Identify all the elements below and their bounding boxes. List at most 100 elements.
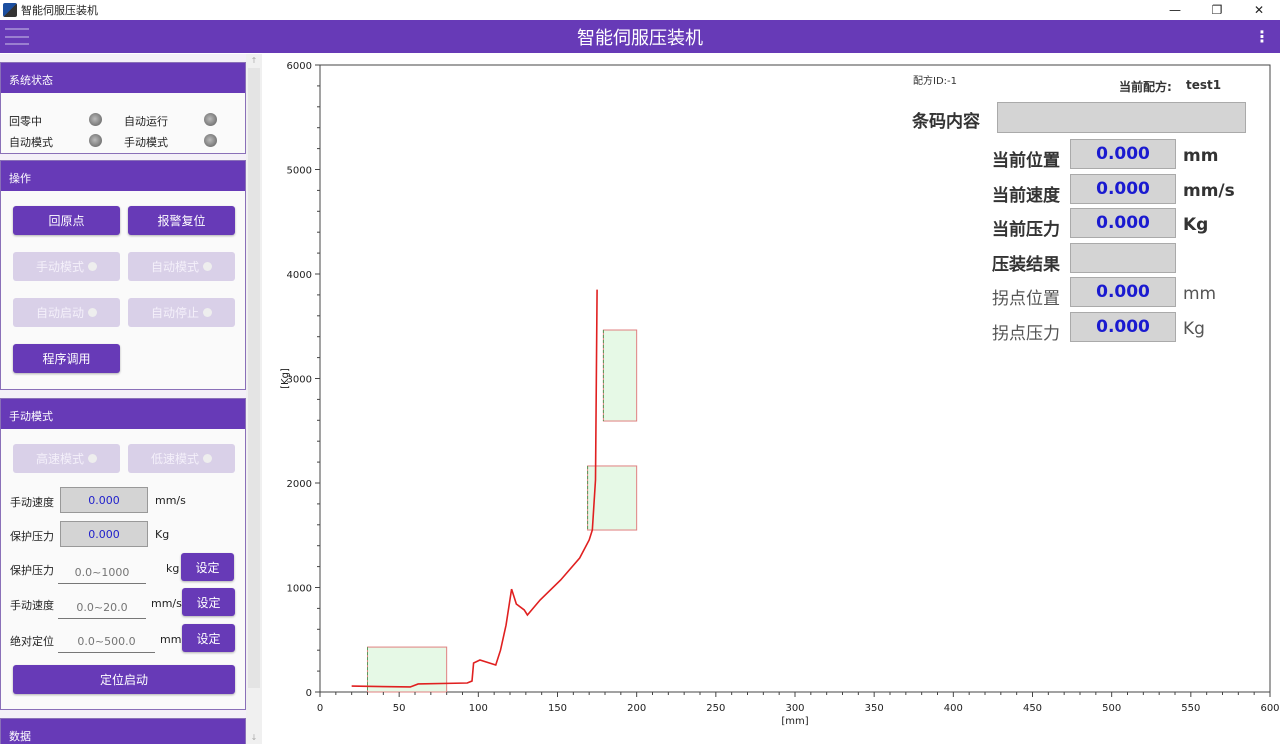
menu-icon[interactable] — [5, 28, 29, 45]
status-label: 手动模式 — [124, 136, 168, 149]
set-label: 保护压力 — [10, 564, 54, 577]
y-axis-label: [Kg] — [280, 368, 291, 389]
position-start-button[interactable]: 定位启动 — [13, 665, 235, 694]
set-label: 手动速度 — [10, 599, 54, 612]
info-label: 拐点位置 — [992, 289, 1060, 310]
sidebar-scrollbar[interactable]: ↑ ↓ — [246, 54, 262, 744]
x-tick-label: 350 — [865, 703, 884, 714]
set-manual-speed-button[interactable]: 设定 — [182, 588, 235, 616]
info-unit: Kg — [1183, 215, 1209, 236]
status-led-icon — [89, 113, 102, 126]
info-value: 0.000 — [1070, 139, 1176, 169]
group-title: 数据 — [1, 719, 245, 744]
absolute-position-input[interactable] — [58, 631, 155, 653]
auto-stop-button[interactable]: 自动停止 — [128, 298, 235, 327]
scrollbar-thumb[interactable] — [248, 68, 260, 688]
info-value: 0.000 — [1070, 277, 1176, 308]
system-status-group: 系统状态 回零中 自动运行 自动模式 手动模式 — [0, 62, 246, 154]
x-tick-label: 100 — [469, 703, 488, 714]
window-title: 智能伺服压装机 — [21, 4, 98, 17]
chart-svg: 0 50 100 150 200 250 300 350 400 450 500 550 6000100… — [280, 61, 1280, 727]
manual-speed-value: 0.000 — [60, 487, 148, 513]
force-displacement-curve — [351, 289, 598, 688]
unit-label: mm/s — [155, 494, 186, 507]
close-button[interactable]: ✕ — [1253, 3, 1265, 17]
more-options-icon[interactable]: ⋮ — [1254, 27, 1270, 46]
y-tick-label: 5000 — [287, 166, 312, 177]
manual-mode-group: 手动模式 高速模式 低速模式 手动速度 0.000 mm/s 保护压力 0.00… — [0, 398, 246, 710]
status-led-icon — [89, 134, 102, 147]
set-absolute-position-button[interactable]: 设定 — [182, 624, 235, 652]
barcode-label: 条码内容 — [912, 112, 980, 132]
x-tick-label: 150 — [548, 703, 567, 714]
info-value: 0.000 — [1070, 312, 1176, 342]
header-title: 智能伺服压装机 — [577, 27, 703, 49]
unit-label: kg — [166, 562, 180, 575]
status-label: 回零中 — [9, 115, 42, 128]
current-recipe-label: 当前配方: — [1119, 80, 1172, 94]
pressure-curve-chart: 0 50 100 150 200 250 300 350 400 450 500 550 600 0 100… — [262, 54, 1280, 744]
status-label: 自动运行 — [124, 115, 168, 128]
status-led-icon — [204, 113, 217, 126]
x-axis-label: [mm] — [781, 716, 808, 727]
manual-speed-label: 手动速度 — [10, 496, 54, 509]
data-group: 数据 — [0, 718, 246, 744]
auto-mode-button[interactable]: 自动模式 — [128, 252, 235, 281]
status-label: 自动模式 — [9, 136, 53, 149]
auto-start-button[interactable]: 自动启动 — [13, 298, 120, 327]
app-logo-icon — [3, 3, 17, 17]
x-tick-label: 0 — [317, 703, 323, 714]
x-tick-label: 550 — [1181, 703, 1200, 714]
info-unit: mm/s — [1183, 180, 1235, 201]
y-tick-label: 6000 — [287, 61, 312, 72]
maximize-button[interactable]: ❐ — [1211, 3, 1223, 17]
group-title: 系统状态 — [1, 63, 245, 93]
info-label: 压装结果 — [992, 254, 1060, 275]
scroll-down-icon[interactable]: ↓ — [250, 733, 258, 742]
info-value: 0.000 — [1070, 208, 1176, 239]
x-tick-label: 200 — [627, 703, 646, 714]
home-button[interactable]: 回原点 — [13, 206, 120, 235]
info-label: 当前压力 — [992, 220, 1060, 241]
manual-mode-button[interactable]: 手动模式 — [13, 252, 120, 281]
current-recipe-value: test1 — [1186, 78, 1222, 92]
group-title: 手动模式 — [1, 399, 245, 429]
x-tick-label: 250 — [706, 703, 725, 714]
alarm-reset-button[interactable]: 报警复位 — [128, 206, 235, 235]
program-call-button[interactable]: 程序调用 — [13, 344, 120, 373]
y-tick-label: 0 — [306, 688, 312, 699]
protect-pressure-input[interactable] — [58, 562, 146, 584]
set-label: 绝对定位 — [10, 635, 54, 648]
y-tick-label: 4000 — [287, 270, 312, 281]
manual-speed-input[interactable] — [58, 597, 146, 619]
operation-group: 操作 回原点 报警复位 手动模式 自动模式 自动启动 自动停止 程序调用 — [0, 160, 246, 390]
x-tick-label: 50 — [393, 703, 406, 714]
y-tick-label: 3000 — [287, 375, 312, 386]
info-value: 0.000 — [1070, 173, 1176, 204]
x-tick-label: 500 — [1102, 703, 1121, 714]
group-title: 操作 — [1, 161, 245, 191]
app-header: 智能伺服压装机 ⋮ — [0, 20, 1280, 53]
high-speed-button[interactable]: 高速模式 — [13, 444, 120, 473]
unit-label: mm/s — [151, 597, 182, 610]
info-unit: mm — [1183, 284, 1217, 305]
protect-pressure-value: 0.000 — [60, 521, 148, 547]
title-bar: 智能伺服压装机 — ❐ ✕ — [0, 0, 1280, 20]
info-unit: Kg — [1183, 319, 1205, 339]
x-tick-label: 400 — [944, 703, 963, 714]
recipe-id: 配方ID:-1 — [913, 76, 957, 87]
unit-label: mm — [160, 633, 182, 646]
scroll-up-icon[interactable]: ↑ — [250, 56, 258, 65]
barcode-field — [997, 102, 1246, 133]
info-unit: mm — [1183, 146, 1219, 166]
info-label: 当前速度 — [992, 185, 1060, 206]
minimize-button[interactable]: — — [1169, 3, 1181, 17]
x-tick-label: 300 — [785, 703, 804, 714]
info-label: 拐点压力 — [992, 324, 1060, 344]
set-protect-pressure-button[interactable]: 设定 — [181, 553, 234, 581]
unit-label: Kg — [155, 528, 170, 541]
info-label: 当前位置 — [992, 151, 1060, 171]
evaluation-window — [367, 646, 448, 693]
y-tick-label: 2000 — [287, 479, 312, 490]
low-speed-button[interactable]: 低速模式 — [128, 444, 235, 473]
